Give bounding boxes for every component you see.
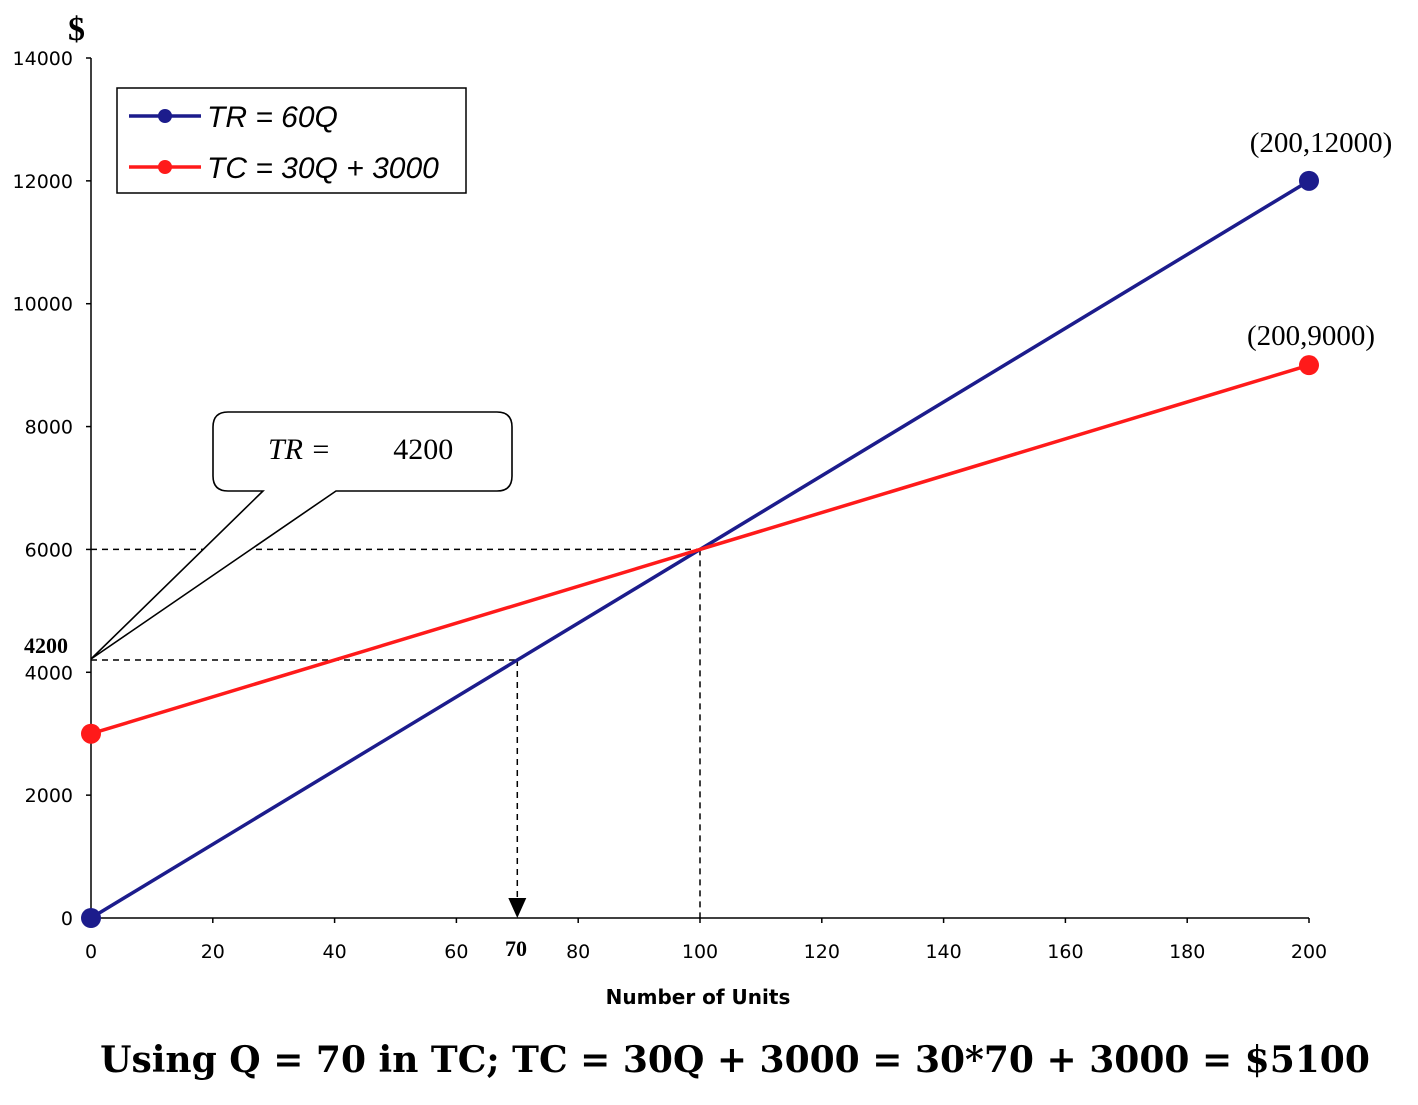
y-tick-label: 10000 [13, 294, 73, 316]
x-tick-label: 140 [925, 941, 961, 963]
x-marker-70: 70 [505, 936, 527, 961]
y-tick-label: 8000 [25, 417, 73, 439]
tr-point [1299, 170, 1319, 191]
callout-text: TR = 4200 [268, 433, 453, 466]
y-axis-label: $ [68, 11, 85, 48]
x-tick-label: 200 [1291, 941, 1327, 963]
x-tick-label: 80 [566, 941, 590, 963]
y-tick-label: 14000 [13, 48, 73, 70]
x-tick-label: 20 [201, 941, 225, 963]
legend: TR = 60Q TC = 30Q + 3000 [116, 87, 467, 194]
x-tick-label: 100 [682, 941, 718, 963]
y-tick-label: 6000 [25, 539, 73, 561]
y-tick-label: 2000 [25, 785, 73, 807]
x-tick-label: 60 [444, 941, 468, 963]
series-lines [81, 170, 1319, 928]
tc-point [1299, 355, 1319, 376]
tr-callout: TR = 4200 [90, 411, 513, 660]
q70-arrowhead [508, 898, 527, 918]
axis-ticks: 0 2000 4000 6000 8000 10000 12000 14000 0 20 40 60 8… [13, 48, 1328, 963]
point-label-tc-end: (200,9000) [1247, 320, 1375, 352]
tr-point [81, 908, 101, 928]
x-tick-label: 40 [323, 941, 347, 963]
y-tick-label: 0 [61, 908, 73, 930]
footnote: Using Q = 70 in TC; TC = 30Q + 3000 = 30… [100, 1039, 1370, 1081]
x-tick-label: 120 [804, 941, 840, 963]
x-tick-label: 180 [1169, 941, 1205, 963]
y-tick-label: 12000 [13, 171, 73, 193]
guide-lines [91, 548, 701, 918]
y-marker-4200: 4200 [24, 633, 68, 658]
point-label-tr-end: (200,12000) [1250, 127, 1393, 159]
x-axis-title: Number of Units [606, 985, 791, 1009]
legend-tc-label: TC = 30Q + 3000 [207, 152, 439, 185]
tc-line [90, 363, 1310, 736]
callout-bubble [90, 411, 513, 660]
x-tick-label: 0 [85, 941, 97, 963]
tc-point [81, 723, 101, 744]
legend-tr-label: TR = 60Q [207, 101, 338, 134]
legend-tr-marker [158, 109, 172, 123]
legend-tc-marker [158, 160, 172, 174]
x-tick-label: 160 [1047, 941, 1083, 963]
y-tick-label: 4000 [25, 662, 73, 684]
